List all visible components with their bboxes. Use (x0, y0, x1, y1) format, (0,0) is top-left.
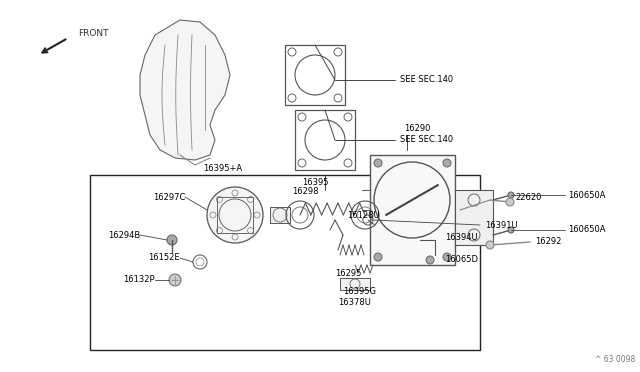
Bar (285, 45, 345, 105)
Text: 16395+A: 16395+A (204, 164, 243, 173)
Text: 22620: 22620 (515, 193, 541, 202)
Text: 16290: 16290 (404, 124, 430, 133)
Circle shape (443, 253, 451, 261)
Circle shape (169, 274, 181, 286)
Text: 16297C: 16297C (152, 192, 185, 202)
Bar (90, 175, 480, 350)
Text: SEE SEC.140: SEE SEC.140 (400, 76, 453, 84)
PathPatch shape (140, 20, 230, 160)
Text: 16395: 16395 (301, 178, 328, 187)
Text: 16294B: 16294B (108, 231, 140, 240)
Text: 16298: 16298 (292, 187, 318, 196)
Circle shape (426, 256, 434, 264)
Text: 16152E: 16152E (148, 253, 180, 263)
Bar (340, 278, 370, 290)
Text: 16295: 16295 (335, 269, 361, 278)
Circle shape (443, 159, 451, 167)
Circle shape (506, 198, 514, 206)
Text: ^ 63 0098: ^ 63 0098 (595, 355, 635, 364)
Text: 160650A: 160650A (568, 225, 605, 234)
Text: 16391U: 16391U (485, 221, 518, 230)
Bar (270, 207, 290, 223)
Bar (370, 155, 455, 265)
Text: 16378U: 16378U (339, 298, 371, 307)
Bar (455, 190, 493, 245)
Circle shape (374, 162, 450, 238)
Circle shape (167, 235, 177, 245)
Text: FRONT: FRONT (78, 29, 109, 38)
Circle shape (508, 227, 514, 233)
Circle shape (508, 192, 514, 198)
Text: 16128U: 16128U (348, 211, 380, 219)
Text: 16065D: 16065D (445, 256, 478, 264)
Text: 16394U: 16394U (445, 232, 477, 241)
Circle shape (207, 187, 263, 243)
Text: SEE SEC.140: SEE SEC.140 (400, 135, 453, 144)
Circle shape (486, 241, 494, 249)
Text: 16292: 16292 (535, 237, 561, 247)
Bar (295, 110, 355, 170)
Circle shape (374, 159, 382, 167)
Text: 160650A: 160650A (568, 190, 605, 199)
Circle shape (374, 253, 382, 261)
Text: 16132P: 16132P (124, 276, 155, 285)
Text: 16395G: 16395G (344, 287, 376, 296)
Bar (217, 197, 253, 233)
